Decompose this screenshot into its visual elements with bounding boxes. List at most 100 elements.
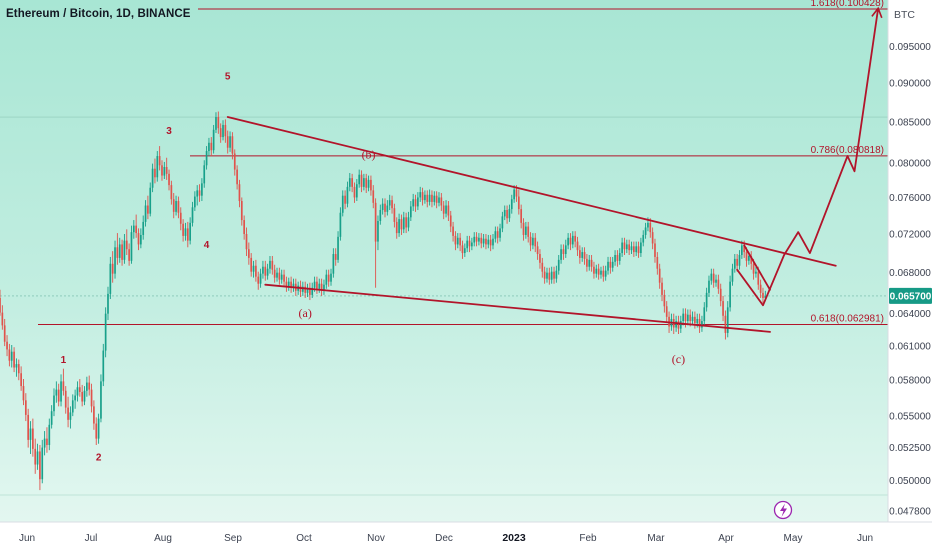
candle: [412, 193, 415, 211]
candle: [712, 268, 715, 288]
upper-channel: [226, 116, 837, 267]
candle-body: [633, 246, 635, 253]
time-tick-label: Sep: [224, 533, 242, 544]
candle-body: [36, 451, 39, 465]
candle: [60, 374, 62, 407]
candle: [323, 279, 325, 295]
candle-body: [123, 240, 126, 260]
candle: [522, 218, 525, 241]
candle-body: [140, 234, 142, 245]
candle-body: [576, 241, 579, 251]
candle-body: [355, 184, 358, 198]
candle-body: [722, 301, 724, 316]
candle-body: [527, 226, 530, 237]
candle: [283, 269, 285, 287]
time-axis-bg: [0, 522, 932, 550]
candle-body: [0, 297, 1, 313]
candle-body: [593, 266, 595, 274]
candle: [15, 358, 18, 377]
candle: [520, 204, 523, 229]
candle: [217, 111, 220, 134]
candle-body: [757, 271, 760, 285]
candle-body: [703, 307, 706, 322]
event-badge[interactable]: [773, 500, 793, 520]
candle: [621, 237, 623, 257]
candle: [346, 181, 349, 208]
candle-body: [318, 283, 321, 289]
candle-body: [339, 212, 342, 237]
candle-body: [231, 136, 234, 154]
candle-body: [510, 199, 513, 210]
candle-body: [280, 274, 283, 280]
candle-body: [463, 248, 466, 254]
candle: [553, 266, 555, 284]
candle-body: [743, 245, 746, 253]
candle: [231, 132, 234, 160]
candle-body: [374, 202, 377, 242]
candle: [53, 388, 55, 417]
time-tick-label: Feb: [579, 533, 597, 544]
candle: [640, 237, 642, 257]
candle: [581, 247, 584, 262]
candle: [83, 386, 86, 406]
candle: [705, 287, 708, 312]
candle: [428, 189, 431, 206]
candle-body: [534, 237, 537, 247]
candle-body: [428, 194, 431, 202]
candle: [482, 234, 485, 248]
candle-body: [194, 196, 196, 208]
candle: [567, 233, 569, 250]
candle-body: [43, 438, 46, 448]
candle: [69, 406, 72, 429]
candle-body: [71, 400, 74, 413]
candle-body: [445, 205, 447, 214]
candle: [409, 201, 412, 221]
candle: [590, 254, 593, 272]
candle: [391, 195, 393, 214]
candle: [658, 263, 661, 289]
candles: [0, 111, 767, 491]
candle-body: [393, 208, 396, 222]
time-axis[interactable]: Jun Jul Aug Sep Oct Nov Dec 2023 Feb Mar Apr May Jun: [0, 521, 932, 550]
candle: [564, 239, 567, 258]
candle-body: [611, 261, 614, 268]
candle-body: [708, 280, 710, 293]
candle-body: [107, 293, 109, 314]
candle: [710, 268, 713, 285]
candle-body: [22, 386, 25, 401]
wave-label: 2: [96, 453, 102, 464]
candle-body: [219, 128, 222, 138]
candle-body: [273, 269, 276, 278]
candle-body: [142, 221, 145, 235]
candle-body: [654, 243, 656, 257]
candle-body: [74, 395, 76, 401]
candle-body: [750, 255, 753, 264]
candle-body: [738, 254, 741, 266]
candle: [156, 151, 159, 182]
candle: [276, 267, 278, 282]
candle: [536, 241, 539, 260]
candle: [339, 207, 342, 241]
candle: [492, 234, 494, 250]
candle: [496, 226, 499, 244]
candle-body: [717, 279, 720, 289]
candle: [76, 381, 79, 402]
candle: [466, 235, 469, 253]
projection-path: [762, 6, 883, 306]
candle: [384, 198, 386, 218]
candle-body: [395, 221, 398, 234]
candle: [370, 175, 372, 196]
candle-body: [637, 246, 640, 254]
candle: [574, 231, 577, 248]
candle-body: [426, 194, 429, 202]
candle: [245, 227, 248, 256]
candle: [259, 268, 262, 288]
candle-body: [694, 316, 696, 324]
candle-body: [597, 268, 600, 275]
candle: [39, 445, 41, 491]
candle: [468, 235, 471, 253]
price-axis[interactable]: 0.095000 0.090000 0.085000 0.080000 0.076000…: [887, 0, 932, 550]
candle-body: [691, 316, 694, 322]
